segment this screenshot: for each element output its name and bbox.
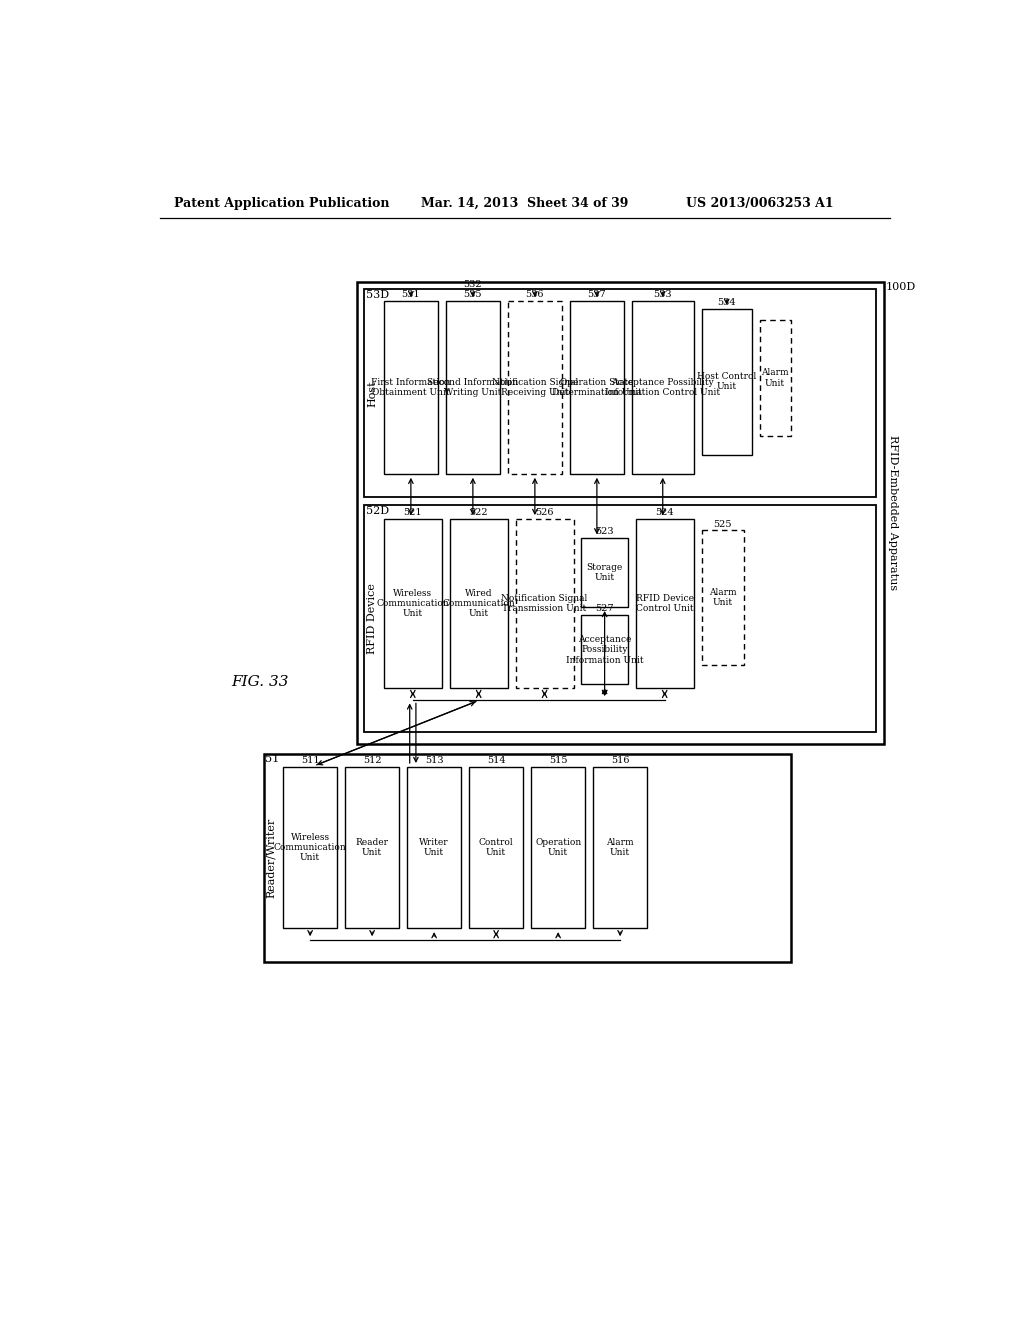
- Bar: [701, 309, 752, 455]
- Text: Control
Unit: Control Unit: [479, 838, 513, 857]
- Text: Host Control
Unit: Host Control Unit: [697, 372, 757, 392]
- Text: 100D: 100D: [885, 281, 915, 292]
- Bar: [384, 301, 438, 474]
- Bar: [365, 289, 876, 498]
- Text: Acceptance Possibility
Information Control Unit: Acceptance Possibility Information Contr…: [605, 378, 720, 397]
- Text: US 2013/0063253 A1: US 2013/0063253 A1: [686, 197, 834, 210]
- Text: 513: 513: [425, 756, 443, 766]
- Text: RFID Device
Control Unit: RFID Device Control Unit: [636, 594, 693, 614]
- Text: 521: 521: [403, 508, 422, 517]
- Text: Operation State
Determination Unit: Operation State Determination Unit: [552, 378, 642, 397]
- Bar: [263, 754, 791, 961]
- Text: 511: 511: [301, 756, 319, 766]
- Bar: [636, 519, 693, 688]
- Text: 525: 525: [714, 520, 732, 529]
- Text: Reader
Unit: Reader Unit: [355, 838, 389, 857]
- Text: Wired
Communication
Unit: Wired Communication Unit: [442, 589, 515, 618]
- Bar: [384, 519, 442, 688]
- Text: 524: 524: [655, 508, 674, 517]
- Text: Notification Signal
Transmission Unit: Notification Signal Transmission Unit: [502, 594, 588, 614]
- Text: 526: 526: [536, 508, 554, 517]
- Bar: [356, 281, 884, 743]
- Text: RFID Device: RFID Device: [368, 582, 377, 653]
- Text: Patent Application Publication: Patent Application Publication: [174, 197, 390, 210]
- Bar: [701, 531, 744, 665]
- Text: Reader/Writer: Reader/Writer: [266, 817, 276, 898]
- Text: Wireless
Communication
Unit: Wireless Communication Unit: [273, 833, 346, 862]
- Text: 533: 533: [653, 290, 672, 300]
- Bar: [593, 767, 647, 928]
- Bar: [407, 767, 461, 928]
- Text: 52D: 52D: [366, 506, 389, 516]
- Bar: [515, 519, 573, 688]
- Text: 537: 537: [588, 290, 606, 300]
- Bar: [469, 767, 523, 928]
- Text: 531: 531: [401, 290, 420, 300]
- Text: 523: 523: [595, 528, 614, 536]
- Bar: [445, 301, 500, 474]
- Text: Writer
Unit: Writer Unit: [419, 838, 449, 857]
- Text: 514: 514: [486, 756, 506, 766]
- Bar: [531, 767, 586, 928]
- Text: First Information
Obtainment Unit: First Information Obtainment Unit: [371, 378, 451, 397]
- Bar: [760, 321, 791, 436]
- Text: 51: 51: [265, 755, 280, 764]
- Text: 516: 516: [611, 756, 630, 766]
- Bar: [345, 767, 399, 928]
- Text: Mar. 14, 2013  Sheet 34 of 39: Mar. 14, 2013 Sheet 34 of 39: [421, 197, 629, 210]
- Bar: [582, 615, 628, 684]
- Text: Alarm
Unit: Alarm Unit: [606, 838, 634, 857]
- Bar: [508, 301, 562, 474]
- Bar: [283, 767, 337, 928]
- Text: Host: Host: [368, 380, 377, 407]
- Bar: [569, 301, 624, 474]
- Text: 536: 536: [525, 290, 544, 300]
- Text: Acceptance
Possibility
Information Unit: Acceptance Possibility Information Unit: [566, 635, 643, 664]
- Text: Alarm
Unit: Alarm Unit: [709, 587, 736, 607]
- Text: 522: 522: [469, 508, 488, 517]
- Bar: [450, 519, 508, 688]
- Text: Alarm
Unit: Alarm Unit: [761, 368, 788, 388]
- Text: 532
535: 532 535: [464, 280, 482, 300]
- Bar: [632, 301, 693, 474]
- Text: Second Information
Writing Unit: Second Information Writing Unit: [427, 378, 518, 397]
- Text: Notification Signal
Receiving Unit: Notification Signal Receiving Unit: [492, 378, 578, 397]
- Text: 53D: 53D: [366, 290, 389, 300]
- Text: 515: 515: [549, 756, 567, 766]
- Text: Operation
Unit: Operation Unit: [535, 838, 582, 857]
- Bar: [582, 539, 628, 607]
- Text: RFID-Embedded Apparatus: RFID-Embedded Apparatus: [888, 436, 898, 590]
- Text: 534: 534: [718, 298, 736, 308]
- Text: 527: 527: [595, 605, 614, 614]
- Text: FIG. 33: FIG. 33: [231, 675, 289, 689]
- Text: 512: 512: [362, 756, 381, 766]
- Bar: [365, 506, 876, 733]
- Text: Storage
Unit: Storage Unit: [587, 562, 623, 582]
- Text: Wireless
Communication
Unit: Wireless Communication Unit: [377, 589, 450, 618]
